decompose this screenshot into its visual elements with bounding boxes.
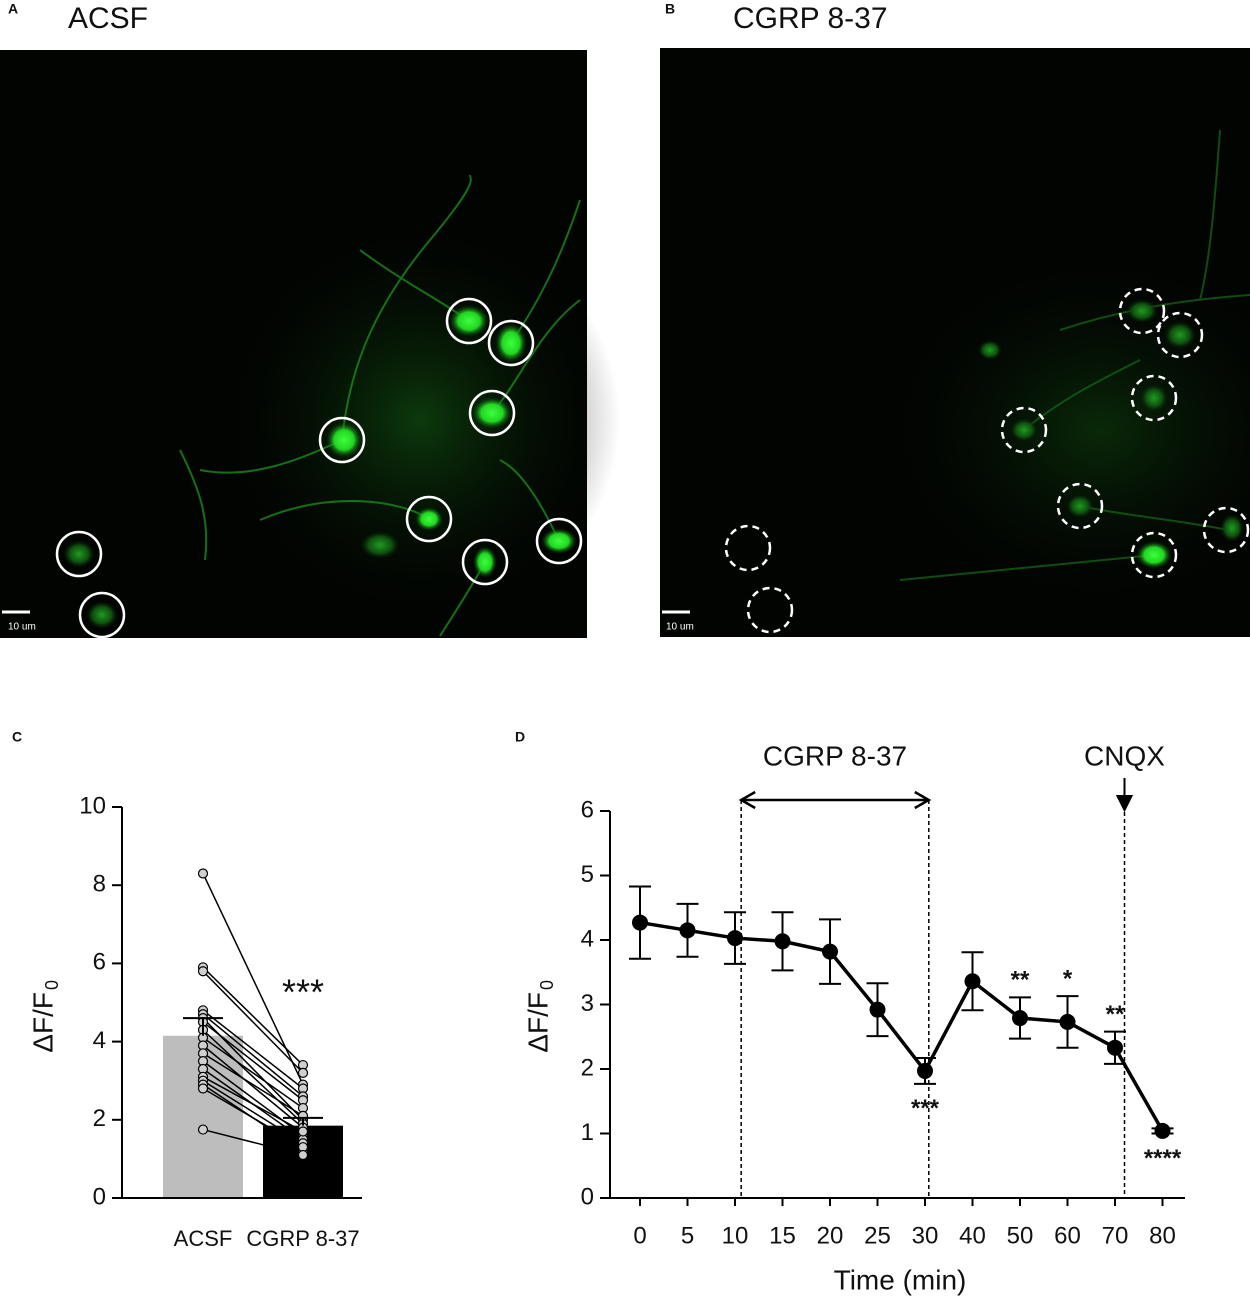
panel-title: CGRP 8-37 xyxy=(733,2,888,35)
haze xyxy=(220,220,620,620)
roi-circles xyxy=(724,287,1250,634)
pair-line xyxy=(202,1037,304,1109)
x-tick-label: 10 xyxy=(722,1222,749,1249)
treatment-arrow xyxy=(738,790,932,810)
data-point xyxy=(964,973,981,990)
pair-line xyxy=(202,1044,304,1129)
scale-bar-label: 10 um xyxy=(666,622,694,633)
pair-point xyxy=(197,1124,209,1135)
data-point xyxy=(727,930,743,947)
pair-point xyxy=(197,966,209,977)
significance: ** xyxy=(1106,1001,1125,1028)
panel-b-image: 10 um xyxy=(660,48,1250,637)
x-tick-label: 20 xyxy=(817,1222,844,1249)
x-tick-label: 0 xyxy=(633,1222,646,1249)
roi-circles xyxy=(55,297,583,639)
panel-a-image: 10 um xyxy=(0,50,620,639)
data-point xyxy=(1154,1122,1171,1139)
pair-line xyxy=(202,966,304,1066)
x-axis-title: Time (min) xyxy=(834,1264,967,1295)
y-tick-label: 10 xyxy=(79,792,106,819)
pair-point xyxy=(297,1149,309,1161)
treatment-label: CNQX xyxy=(1084,740,1165,771)
data-point xyxy=(917,1062,933,1079)
panel-label: D xyxy=(515,729,525,745)
y-tick-label: 8 xyxy=(93,871,106,898)
y-axis-title-text: ΔF/F xyxy=(522,992,553,1053)
treatment-arrow xyxy=(1115,778,1134,813)
pair-line xyxy=(202,1128,304,1156)
pair-line xyxy=(202,970,304,1074)
pair-line xyxy=(202,1009,304,1090)
y-tick-label: 4 xyxy=(581,925,594,952)
y-tick-label: 2 xyxy=(93,1105,106,1132)
data-point xyxy=(869,1001,886,1018)
data-line xyxy=(639,920,1165,1132)
panel-label: A xyxy=(8,1,18,17)
panel-title: ACSF xyxy=(68,2,148,35)
x-tick-label: 40 xyxy=(959,1222,986,1249)
significance: *** xyxy=(911,1095,940,1122)
significance: **** xyxy=(1144,1145,1182,1172)
x-tick-label: 15 xyxy=(769,1222,796,1249)
x-tick-label: 70 xyxy=(1102,1222,1129,1249)
pair-line xyxy=(202,1029,304,1125)
y-tick-label: 2 xyxy=(581,1054,594,1081)
treatment-label: CGRP 8-37 xyxy=(763,740,907,771)
data-point xyxy=(1012,1010,1028,1027)
y-tick-label: 3 xyxy=(581,990,594,1017)
significance: ** xyxy=(1011,967,1030,994)
cells xyxy=(978,299,1244,569)
scale-bar-label: 10 um xyxy=(8,622,36,633)
y-tick-label: 6 xyxy=(93,949,106,976)
x-tick-label: 30 xyxy=(912,1222,939,1249)
y-tick-label: 4 xyxy=(93,1027,106,1054)
pair-point xyxy=(297,1067,309,1078)
error-bar xyxy=(183,1017,223,1036)
error-bar xyxy=(283,1116,323,1126)
pair-line xyxy=(202,1076,304,1133)
data-point xyxy=(1107,1039,1123,1056)
pair-line xyxy=(202,1087,304,1148)
y-tick-label: 0 xyxy=(581,1183,594,1210)
x-tick-label: 80 xyxy=(1149,1222,1176,1249)
y-axis-title-subscript: 0 xyxy=(42,980,62,990)
y-tick-label: 6 xyxy=(581,796,594,823)
significance: *** xyxy=(282,972,324,1013)
panel-label: B xyxy=(665,1,675,17)
cells xyxy=(326,305,577,578)
data-point xyxy=(679,922,696,939)
data-point xyxy=(822,943,838,960)
pair-point xyxy=(197,868,209,879)
y-axis-title: ΔF/F 0 xyxy=(522,980,556,1053)
x-tick-label: 25 xyxy=(864,1222,891,1249)
dim-cells xyxy=(63,531,400,629)
significance: * xyxy=(1063,965,1073,992)
panel-label: C xyxy=(12,729,22,745)
data-point xyxy=(1059,1013,1076,1030)
pair-line xyxy=(202,1080,304,1144)
y-axis-title-subscript: 0 xyxy=(537,980,557,990)
pair-line xyxy=(202,1052,304,1117)
x-tick-label: CGRP 8-37 xyxy=(246,1226,359,1251)
x-tick-label: 50 xyxy=(1007,1222,1034,1249)
data-point xyxy=(632,914,648,931)
pair-line xyxy=(202,1021,304,1101)
pair-point xyxy=(297,1126,309,1137)
data-point xyxy=(774,933,791,950)
x-tick-label: ACSF xyxy=(174,1226,233,1251)
x-tick-label: 5 xyxy=(681,1222,694,1249)
y-axis-title-text: ΔF/F xyxy=(27,992,58,1053)
y-axis-title: ΔF/F 0 xyxy=(27,980,61,1053)
pair-point xyxy=(197,1083,209,1094)
y-tick-label: 0 xyxy=(93,1183,106,1210)
x-tick-label: 60 xyxy=(1054,1222,1081,1249)
pair-line xyxy=(202,1013,304,1097)
y-tick-label: 5 xyxy=(581,861,594,888)
y-tick-label: 1 xyxy=(581,1119,594,1146)
